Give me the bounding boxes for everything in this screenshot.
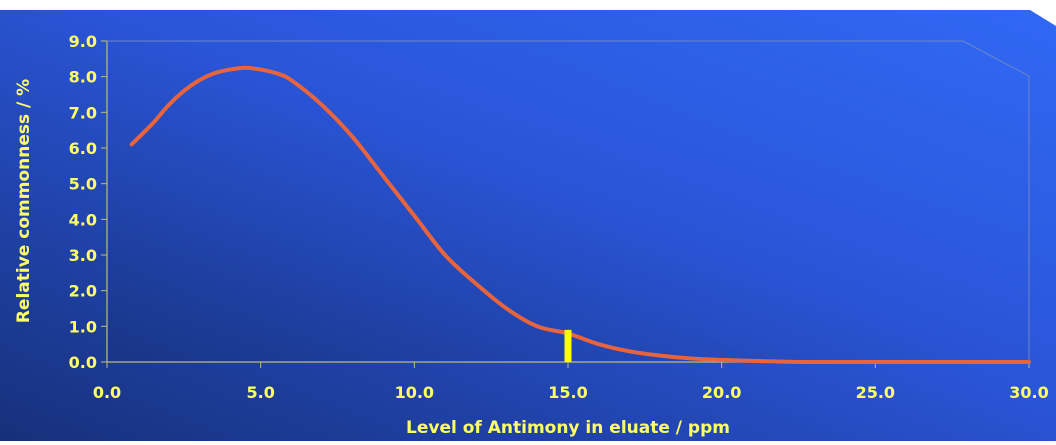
distribution-curve xyxy=(129,65,1031,365)
x-tick-label: 30.0 xyxy=(1009,383,1048,402)
y-tick-label: 5.0 xyxy=(69,175,97,194)
x-tick-label: 25.0 xyxy=(856,383,895,402)
y-tick-label: 2.0 xyxy=(69,282,97,301)
plot-area-background xyxy=(107,41,1029,362)
y-tick-label: 6.0 xyxy=(69,139,97,158)
y-tick-label: 1.0 xyxy=(69,317,97,336)
y-tick-label: 9.0 xyxy=(69,32,97,51)
x-tick-label: 15.0 xyxy=(548,383,587,402)
y-tick-label: 3.0 xyxy=(69,246,97,265)
y-tick-label: 0.0 xyxy=(69,353,97,372)
plot-border xyxy=(107,40,1030,362)
x-tick-label: 5.0 xyxy=(246,383,274,402)
x-tick-label: 10.0 xyxy=(395,383,434,402)
y-tick-label: 4.0 xyxy=(69,210,97,229)
x-axis-label: Level of Antimony in eluate / ppm xyxy=(406,418,730,438)
y-axis-label: Relative commonness / % xyxy=(14,79,34,323)
x-tick-label: 20.0 xyxy=(702,383,741,402)
y-tick-label: 8.0 xyxy=(69,68,97,87)
x-tick-label: 0.0 xyxy=(93,383,121,402)
y-tick-label: 7.0 xyxy=(69,103,97,122)
